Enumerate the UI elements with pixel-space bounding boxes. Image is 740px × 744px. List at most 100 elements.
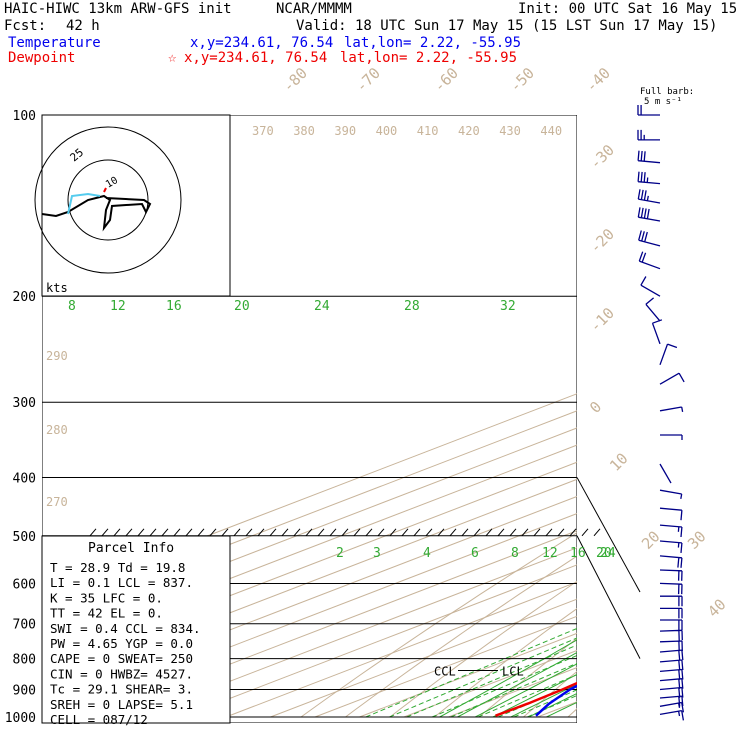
hatch-mark xyxy=(234,529,240,536)
theta-left-label: 290 xyxy=(46,349,68,363)
wind-barb xyxy=(660,407,683,412)
dry-adiabat xyxy=(301,115,740,717)
pressure-tick-label: 800 xyxy=(13,653,36,668)
pressure-tick-label: 500 xyxy=(13,530,36,545)
pressure-tick-label: 1000 xyxy=(5,711,36,726)
theta-label: 410 xyxy=(417,124,439,138)
isotherm xyxy=(493,115,740,717)
mixing-ratio-label: 3 xyxy=(373,546,381,561)
moist-adiabat-label: 24 xyxy=(314,299,330,314)
hatch-mark xyxy=(258,529,264,536)
hatch-mark xyxy=(414,529,420,536)
hatch-mark xyxy=(246,529,252,536)
wind-barb xyxy=(641,277,660,297)
wind-barb xyxy=(639,231,660,246)
init-time: Init: 00 UTC Sat 16 May 15 xyxy=(518,1,737,17)
dry-adiabat xyxy=(613,115,740,717)
mixing-ratio-label: 8 xyxy=(511,546,519,561)
dry-adiabat xyxy=(390,115,740,717)
isotherm-label: -30 xyxy=(586,141,618,173)
hatch-mark xyxy=(366,529,372,536)
hatch-mark xyxy=(150,529,156,536)
moist-adiabat-label: 16 xyxy=(166,299,182,314)
wind-barb xyxy=(660,660,683,670)
theta-label: 380 xyxy=(293,124,315,138)
pressure-tick-label: 700 xyxy=(13,618,36,633)
hatch-mark xyxy=(126,529,132,536)
hatch-mark xyxy=(402,529,408,536)
hatch-mark xyxy=(462,529,468,536)
dewpoint-latlon: lat,lon= 2.22, -55.95 xyxy=(340,50,517,66)
hatch-mark xyxy=(450,529,456,536)
mixing-ratio-label: 16 xyxy=(570,546,586,561)
hatch-mark xyxy=(330,529,336,536)
moist-adiabat xyxy=(546,221,740,717)
hatch-mark xyxy=(558,529,564,536)
moist-adiabat xyxy=(440,221,740,717)
hatch-mark xyxy=(594,529,600,536)
hatch-mark xyxy=(198,529,204,536)
wind-barb xyxy=(639,252,660,269)
hatch-mark xyxy=(270,529,276,536)
hatch-mark xyxy=(114,529,120,536)
wind-barb-column xyxy=(638,105,684,720)
isotherm-label: -20 xyxy=(586,225,618,257)
dewpoint-line xyxy=(496,115,740,716)
isotherm xyxy=(271,115,740,717)
parcel-info-row: PW = 4.65 YGP = 0.0 xyxy=(50,636,193,651)
moist-adiabat-label: 12 xyxy=(110,299,126,314)
isotherm xyxy=(582,115,740,717)
hatch-mark xyxy=(378,529,384,536)
theta-left-label: 270 xyxy=(46,495,68,509)
parcel-info-row: CELL = 087/12 xyxy=(50,712,148,727)
wind-barb xyxy=(660,650,683,660)
moist-adiabat-label: 32 xyxy=(500,299,516,314)
parcel-info-row: LI = 0.1 LCL = 837. xyxy=(50,575,193,590)
isotherm xyxy=(226,115,740,717)
wind-barb xyxy=(638,130,660,140)
isotherm xyxy=(404,115,740,717)
isotherm-label: 10 xyxy=(606,449,632,475)
isotherm-label: -60 xyxy=(430,64,462,96)
mixing-ratio-label: 24 xyxy=(600,546,616,561)
pressure-tick-label: 100 xyxy=(13,109,36,124)
theta-label: 390 xyxy=(334,124,356,138)
dry-adiabat xyxy=(346,115,740,717)
mixing-ratio-label: 4 xyxy=(423,546,431,561)
pressure-tick-label: 200 xyxy=(13,290,36,305)
dry-adiabat xyxy=(657,115,740,717)
wind-barb xyxy=(660,583,682,594)
wind-barb xyxy=(660,556,682,568)
hodograph-units: kts xyxy=(46,281,68,295)
wind-barb xyxy=(660,570,682,581)
hatch-mark xyxy=(90,529,96,536)
temperature-legend: Temperature xyxy=(8,35,101,51)
parcel-info-row: K = 35 LFC = 0. xyxy=(50,590,163,605)
wind-barb xyxy=(660,641,682,651)
hatch-mark xyxy=(186,529,192,536)
wind-barb xyxy=(660,435,682,440)
wind-barb xyxy=(638,172,660,184)
isotherm xyxy=(627,115,740,717)
dry-adiabat xyxy=(524,115,740,717)
theta-label: 440 xyxy=(540,124,562,138)
parcel-info-row: CAPE = 0 SWEAT= 250 xyxy=(50,651,193,666)
hatch-mark xyxy=(510,529,516,536)
mixing-ratio-label: 6 xyxy=(471,546,479,561)
moist-adiabat-label: 20 xyxy=(234,299,250,314)
hatch-mark xyxy=(546,529,552,536)
isotherm-label: -10 xyxy=(586,304,618,336)
parcel-info-title: Parcel Info xyxy=(88,541,174,556)
wind-barb xyxy=(660,596,682,606)
parcel-info-row: Tc = 29.1 SHEAR= 3. xyxy=(50,682,193,697)
isotherm xyxy=(315,115,740,717)
org-label: NCAR/MMMM xyxy=(276,1,352,17)
theta-left-label: 280 xyxy=(46,423,68,437)
hatch-mark xyxy=(162,529,168,536)
theta-label: 430 xyxy=(499,124,521,138)
wind-barb xyxy=(660,670,683,680)
hatch-mark xyxy=(174,529,180,536)
